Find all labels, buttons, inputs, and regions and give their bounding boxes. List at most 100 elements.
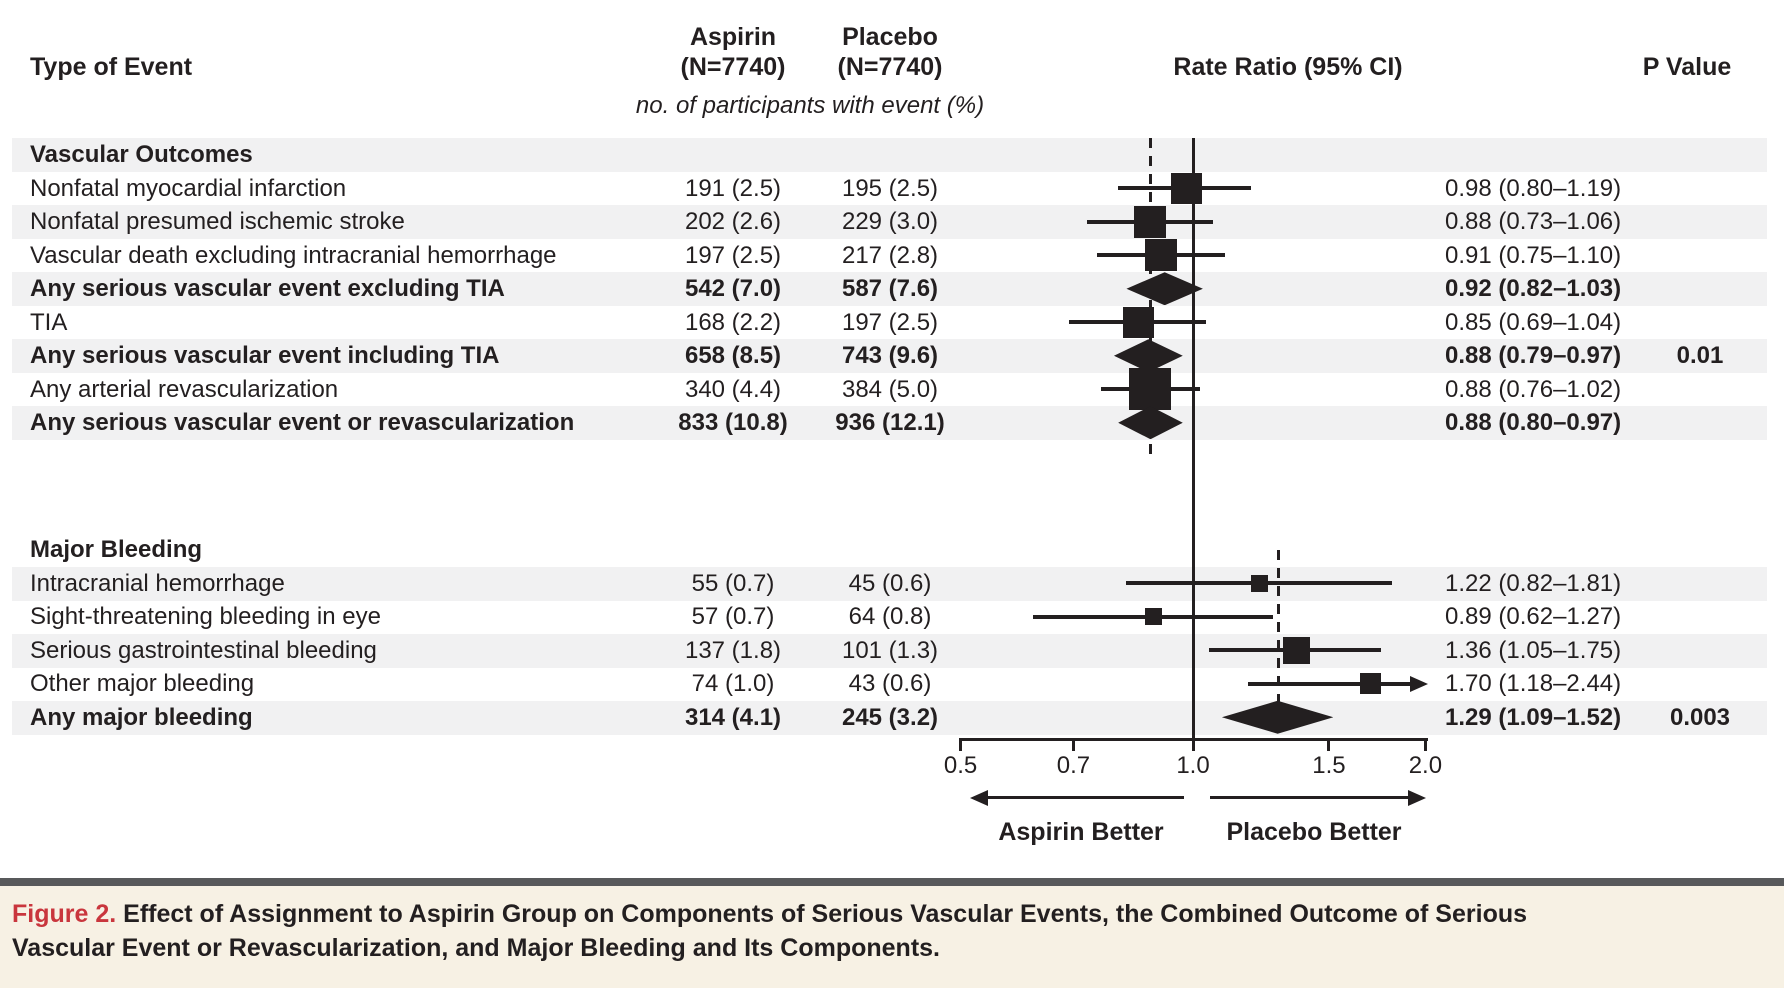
aspirin-count-cell: 168 (2.2) — [684, 308, 782, 336]
table-row: Sight-threatening bleeding in eye 57 (0.7… — [12, 600, 1767, 634]
units-subheader: no. of participants with event (%) — [635, 92, 985, 119]
row-label: Nonfatal presumed ischemic stroke — [30, 208, 405, 235]
row-label: Sight-threatening bleeding in eye — [30, 603, 381, 630]
table-row: Serious gastrointestinal bleeding 137 (1.… — [12, 633, 1767, 668]
placebo-count-cell: 197 (2.5) — [841, 308, 939, 336]
figure-caption: Figure 2. Effect of Assignment to Aspiri… — [0, 886, 1784, 988]
ci-line — [1248, 681, 1412, 686]
aspirin-count-cell: 197 (2.5) — [684, 241, 782, 269]
axis-tick-label: 0.5 — [943, 752, 978, 779]
table-row: Intracranial hemorrhage 55 (0.7) 45 (0.6) 1… — [12, 566, 1767, 601]
rate-ratio-ci-cell: 1.36 (1.05–1.75) — [1445, 636, 1622, 664]
table-row: Any serious vascular event excluding TIA… — [12, 272, 1767, 306]
aspirin-count-cell: 74 (1.0) — [691, 670, 775, 697]
axis-tick — [1423, 738, 1427, 751]
placebo-count-cell: 64 (0.8) — [848, 603, 932, 630]
rate-ratio-ci-cell: 1.70 (1.18–2.44) — [1445, 670, 1622, 697]
placebo-count-cell: 101 (1.3) — [841, 636, 939, 664]
row-label: Any serious vascular event excluding TIA — [30, 275, 505, 302]
table-row: Vascular death excluding intracranial he… — [12, 239, 1767, 273]
placebo-count-cell: 217 (2.8) — [841, 241, 939, 269]
aspirin-better-arrow — [986, 796, 1184, 799]
table-row: TIA 168 (2.2) 197 (2.5) 0.85 (0.69–1.04) — [12, 306, 1767, 340]
row-label: Any serious vascular event including TIA — [30, 342, 500, 369]
placebo-better-label: Placebo Better — [1226, 818, 1402, 846]
axis-tick-label: 1.0 — [1176, 752, 1210, 779]
row-label: Intracranial hemorrhage — [30, 569, 285, 597]
table-row: Vascular Outcomes — [12, 138, 1767, 172]
aspirin-better-arrowhead-icon — [970, 790, 988, 806]
row-label: Other major bleeding — [30, 670, 255, 697]
column-header-type-of-event: Type of Event — [30, 53, 193, 81]
ci-clipped-arrowhead-icon — [1410, 675, 1428, 692]
axis-tick-label: 0.7 — [1056, 752, 1091, 779]
aspirin-count-cell: 57 (0.7) — [691, 603, 775, 630]
row-label: Any major bleeding — [30, 703, 253, 731]
p-value-cell: 0.003 — [1669, 703, 1731, 731]
axis-tick — [1191, 738, 1195, 751]
table-row: Nonfatal myocardial infarction 191 (2.5) 1… — [12, 172, 1767, 206]
ci-square-marker — [1170, 172, 1202, 204]
axis-tick-label: 2.0 — [1408, 752, 1443, 779]
section-header-label: Vascular Outcomes — [30, 141, 253, 168]
table-row: Nonfatal presumed ischemic stroke 202 (2.… — [12, 205, 1767, 239]
column-header-placebo-n: (N=7740) — [837, 53, 943, 81]
row-label: Serious gastrointestinal bleeding — [30, 636, 377, 664]
rate-ratio-ci-cell: 0.88 (0.80–0.97) — [1445, 409, 1622, 436]
column-header-aspirin: Aspirin — [689, 23, 777, 51]
aspirin-count-cell: 542 (7.0) — [684, 275, 782, 302]
dashed-summary-line-vascular — [1148, 138, 1152, 456]
placebo-count-cell: 245 (3.2) — [841, 703, 939, 731]
placebo-better-arrow — [1210, 796, 1408, 799]
axis-tick-label: 1.5 — [1312, 752, 1346, 779]
table-row: Other major bleeding 74 (1.0) 43 (0.6) 1.70… — [12, 667, 1767, 701]
ci-square-marker — [1360, 673, 1382, 695]
placebo-count-cell: 936 (12.1) — [835, 409, 945, 436]
table-row: Major Bleeding — [12, 533, 1767, 567]
caption-figure-tag: Figure 2. — [12, 900, 117, 928]
row-label: Any serious vascular event or revascular… — [30, 409, 575, 436]
row-label: Nonfatal myocardial infarction — [30, 174, 347, 202]
rate-ratio-ci-cell: 0.88 (0.73–1.06) — [1445, 208, 1622, 235]
rate-ratio-ci-cell: 0.88 (0.76–1.02) — [1445, 375, 1622, 403]
aspirin-count-cell: 202 (2.6) — [684, 208, 782, 235]
aspirin-count-cell: 340 (4.4) — [684, 375, 782, 403]
rate-ratio-ci-cell: 0.91 (0.75–1.10) — [1445, 241, 1622, 269]
row-label: Vascular death excluding intracranial he… — [30, 241, 557, 269]
row-label: TIA — [30, 308, 68, 336]
placebo-count-cell: 43 (0.6) — [848, 670, 932, 697]
aspirin-count-cell: 137 (1.8) — [684, 636, 782, 664]
rate-ratio-ci-cell: 0.88 (0.79–0.97) — [1445, 342, 1622, 369]
aspirin-count-cell: 314 (4.1) — [684, 703, 782, 731]
aspirin-count-cell: 191 (2.5) — [684, 174, 782, 202]
placebo-count-cell: 195 (2.5) — [841, 174, 939, 202]
axis-tick — [959, 738, 963, 751]
p-value-cell: 0.01 — [1676, 342, 1724, 369]
dashed-summary-line-bleeding — [1276, 550, 1280, 733]
row-label: Any arterial revascularization — [30, 375, 339, 403]
table-row: Any serious vascular event including TIA… — [12, 339, 1767, 373]
caption-body: Effect of Assignment to Aspirin Group on… — [12, 900, 1528, 962]
table-row: Any major bleeding 314 (4.1) 245 (3.2) 1.29… — [12, 700, 1767, 735]
rate-ratio-ci-cell: 1.29 (1.09–1.52) — [1445, 703, 1622, 731]
ci-square-marker — [1145, 608, 1163, 626]
caption-divider-bar — [0, 878, 1784, 886]
aspirin-count-cell: 658 (8.5) — [684, 342, 782, 369]
ci-square-marker — [1282, 636, 1310, 664]
aspirin-better-label: Aspirin Better — [998, 818, 1164, 846]
placebo-count-cell: 384 (5.0) — [841, 375, 939, 403]
reference-line-1 — [1191, 138, 1195, 738]
section-header-label: Major Bleeding — [30, 536, 203, 563]
caption-text: Figure 2. Effect of Assignment to Aspiri… — [12, 897, 1568, 965]
axis-tick — [1327, 738, 1331, 751]
axis-tick — [1071, 738, 1075, 751]
aspirin-count-cell: 833 (10.8) — [678, 409, 788, 436]
placebo-count-cell: 45 (0.6) — [848, 569, 932, 597]
ci-square-marker — [1251, 574, 1269, 592]
rate-ratio-ci-cell: 0.85 (0.69–1.04) — [1445, 308, 1622, 336]
table-row: Any serious vascular event or revascular… — [12, 406, 1767, 440]
placebo-count-cell: 743 (9.6) — [841, 342, 939, 369]
aspirin-count-cell: 55 (0.7) — [691, 569, 775, 597]
column-header-aspirin-n: (N=7740) — [680, 53, 786, 81]
